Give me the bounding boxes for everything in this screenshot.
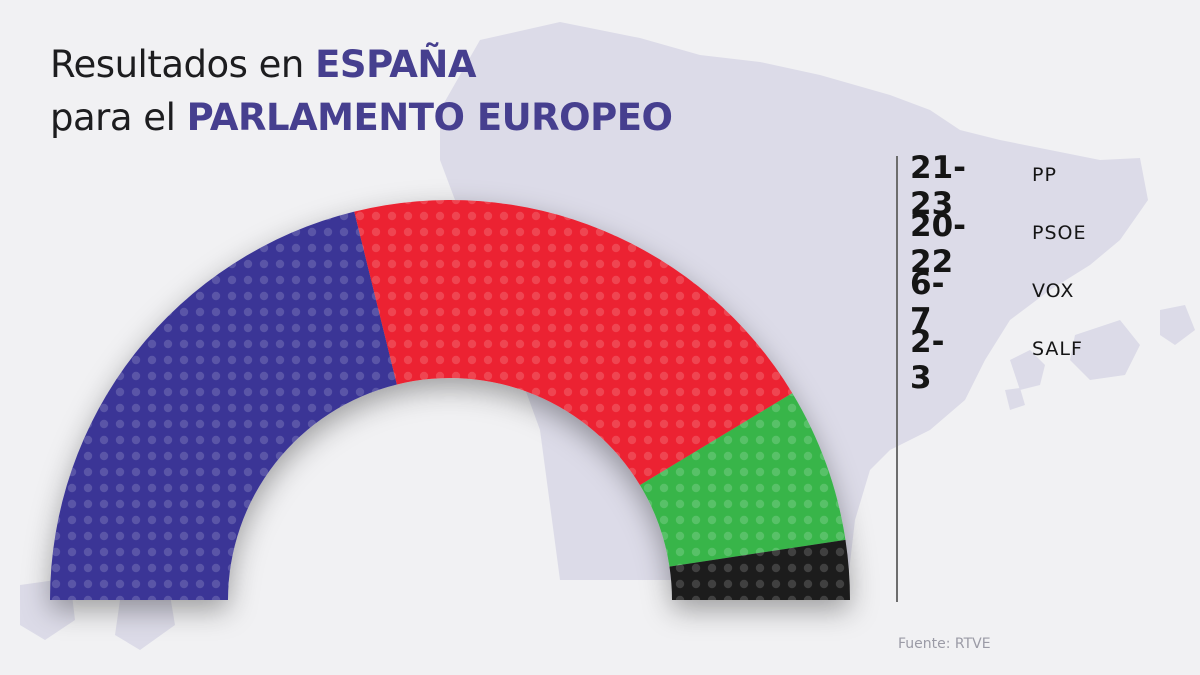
source-note: Fuente: RTVE <box>898 636 991 652</box>
slice-texture-salf <box>669 539 850 600</box>
legend-range: 2-3 <box>910 324 945 396</box>
title-line1-prefix: Resultados en <box>50 43 316 86</box>
legend-range: 21-23 <box>910 150 967 222</box>
island-shape <box>1160 305 1195 345</box>
legend-range: 6-7 <box>910 266 945 338</box>
title-line-1: Resultados en ESPAÑA <box>50 38 672 91</box>
legend-divider <box>896 156 898 602</box>
island-shape <box>1005 388 1025 410</box>
island-shape <box>1070 320 1140 380</box>
island-shape <box>115 595 175 650</box>
chart-slices <box>50 200 850 600</box>
legend-party-label: PP <box>1032 164 1057 186</box>
title-line-2: para el PARLAMENTO EUROPEO <box>50 91 673 144</box>
legend-party-label: PSOE <box>1032 222 1087 244</box>
legend-party-label: SALF <box>1032 338 1083 360</box>
chart-title: Resultados en ESPAÑA para el PARLAMENTO … <box>50 38 673 144</box>
slice-texture-pp <box>50 211 397 600</box>
legend-range: 20-22 <box>910 208 967 280</box>
title-line2-highlight: PARLAMENTO EUROPEO <box>186 96 673 139</box>
slice-texture-vox <box>639 393 846 567</box>
island-shape <box>1010 350 1045 390</box>
title-line1-highlight: ESPAÑA <box>315 43 477 86</box>
title-line2-prefix: para el <box>50 96 187 139</box>
legend-party-label: VOX <box>1032 280 1075 302</box>
slice-texture-psoe <box>354 200 793 486</box>
